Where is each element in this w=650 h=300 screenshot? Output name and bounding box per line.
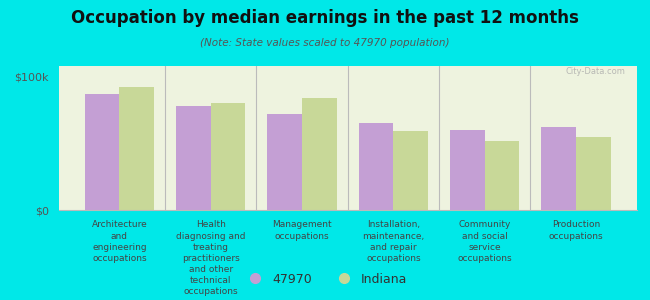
Bar [359,123,393,210]
Bar [450,130,485,210]
Bar [576,137,611,210]
Bar [176,106,211,210]
Bar [393,131,428,210]
Bar [84,94,120,210]
Bar [267,114,302,210]
Bar [302,98,337,210]
Legend: 47970, Indiana: 47970, Indiana [237,268,413,291]
Text: (Note: State values scaled to 47970 population): (Note: State values scaled to 47970 popu… [200,38,450,47]
Text: Occupation by median earnings in the past 12 months: Occupation by median earnings in the pas… [71,9,579,27]
Bar [120,87,154,210]
Bar [541,127,576,210]
Text: City-Data.com: City-Data.com [566,68,625,76]
Bar [485,141,519,210]
Bar [211,103,246,210]
